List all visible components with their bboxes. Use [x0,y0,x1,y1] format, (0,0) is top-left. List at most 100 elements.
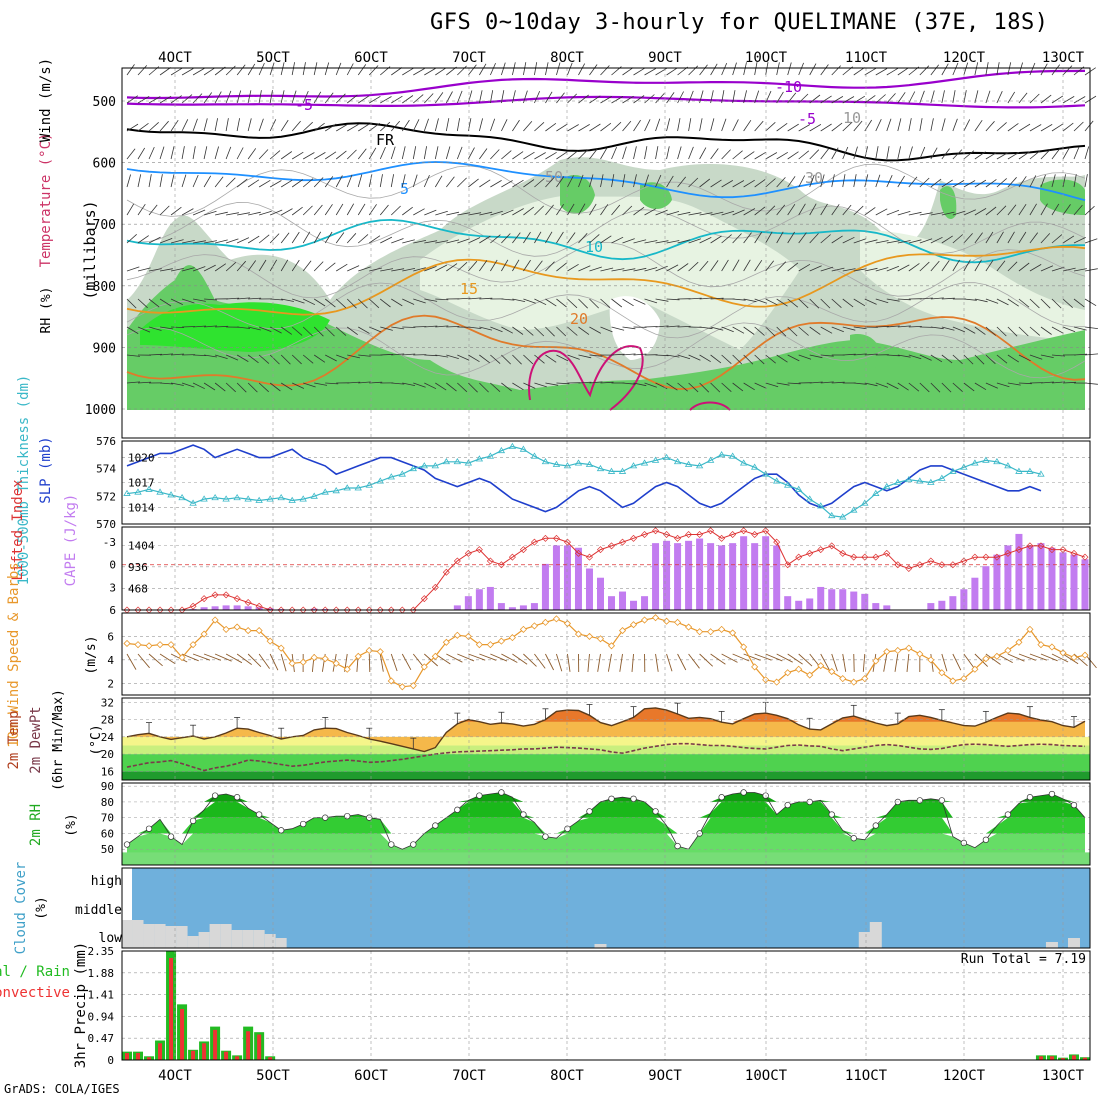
side-label: (%) [64,813,79,836]
upper-wind-barb [523,298,536,304]
cape-bar [685,540,693,610]
contour-label: 5 [400,180,409,198]
upper-wind-barb [1051,148,1061,160]
precip-conv-bar [246,1031,251,1060]
upper-wind-barb [204,298,218,301]
upper-wind-barb [204,325,218,328]
upper-wind-barb [820,148,829,160]
thickness-marker [574,459,583,466]
upper-wind-barb [710,326,724,331]
upper-wind-barb [721,354,732,364]
upper-wind-barb [798,150,810,160]
upper-wind-barb [743,382,755,391]
upper-wind-barb [787,62,792,76]
upper-wind-barb [313,326,324,337]
upper-wind-barb [1040,63,1048,76]
wind10m-marker [982,655,990,663]
upper-wind-barb [291,179,304,188]
upper-wind-barb [589,298,599,309]
upper-wind-barb [237,326,251,329]
upper-wind-barb [886,382,899,390]
upper-wind-barb [699,260,709,272]
upper-wind-barb [501,326,513,334]
wind10m-marker [1070,653,1078,662]
upper-wind-barb [644,240,658,244]
upper-wind-barb [897,67,909,76]
upper-wind-barb [611,96,623,104]
cape-bar [630,600,638,610]
wind-tick-label: 2 [107,677,114,690]
upper-wind-barb [159,326,173,330]
thickness-marker [783,481,792,488]
li-marker [574,549,582,557]
upper-wind-barb [214,176,224,188]
upper-wind-barb [423,118,429,132]
upper-wind-barb [600,147,608,160]
upper-wind-barb [302,231,311,244]
upper-wind-barb [798,232,807,244]
upper-wind-barb [346,94,358,104]
upper-wind-barb [137,122,149,132]
li-tick-label: 3 [109,581,116,594]
wind10m-marker [277,644,285,652]
thickness-marker [409,464,418,472]
upper-wind-barb [192,382,205,390]
x-tick-label-top: 8OCT [550,50,584,66]
wind10m-barb [894,653,899,672]
wind10m-barb [631,653,634,672]
upper-wind-barb [402,268,416,272]
upper-wind-barb [479,326,493,331]
x-tick-label-top: 12OCT [943,50,986,66]
li-marker [850,553,858,561]
upper-wind-barb [1018,151,1030,160]
upper-wind-barb [490,149,500,160]
upper-wind-barb [368,65,379,76]
upper-wind-barb [622,146,627,160]
upper-wind-barb [203,175,212,188]
upper-wind-barb [974,179,987,188]
upper-wind-barb [743,62,747,76]
upper-wind-barb [171,353,185,356]
thickness-marker [905,475,913,483]
wind10m-barb [390,653,398,672]
upper-wind-barb [534,354,545,364]
wind10m-marker [629,621,638,629]
thickness-marker [949,467,957,474]
upper-wind-barb [248,297,262,300]
upper-wind-barb [996,178,1007,188]
rh2m-marker [476,792,483,799]
upper-wind-barb [468,297,482,300]
wind10m-marker [751,663,759,671]
upper-wind-barb [556,382,570,385]
upper-wind-barb [820,174,825,188]
rh2m-marker [674,842,681,850]
lifted-index-line [127,530,1086,611]
upper-wind-barb [567,62,573,76]
upper-wind-barb [280,259,289,272]
rh2m-marker [145,825,153,832]
side-label: Cloud Cover [13,862,29,955]
upper-wind-barb [479,235,491,244]
cloud-low-bar [264,934,276,948]
wind10m-barb [906,653,910,672]
upper-wind-barb [313,231,322,244]
upper-wind-barb [512,259,520,272]
thickness-marker [398,470,406,477]
upper-wind-barb [754,179,766,188]
side-label: 3hr Precip (mm) [73,942,89,1068]
upper-wind-barb [247,354,259,364]
upper-wind-barb [523,259,531,272]
rh2m-band-2 [127,801,1085,818]
upper-wind-barb [324,204,333,216]
upper-wind-barb [1062,267,1076,272]
wind10m-marker [453,631,461,639]
upper-wind-barb [468,382,478,393]
upper-wind-barb [600,204,609,216]
upper-wind-barb [192,68,205,76]
upper-wind-barb [633,174,637,188]
upper-wind-barb [501,209,514,216]
cape-bar [872,603,880,610]
wind10m-barb [148,653,163,667]
cape-bar [773,545,781,610]
wind10m-barb [607,653,612,672]
